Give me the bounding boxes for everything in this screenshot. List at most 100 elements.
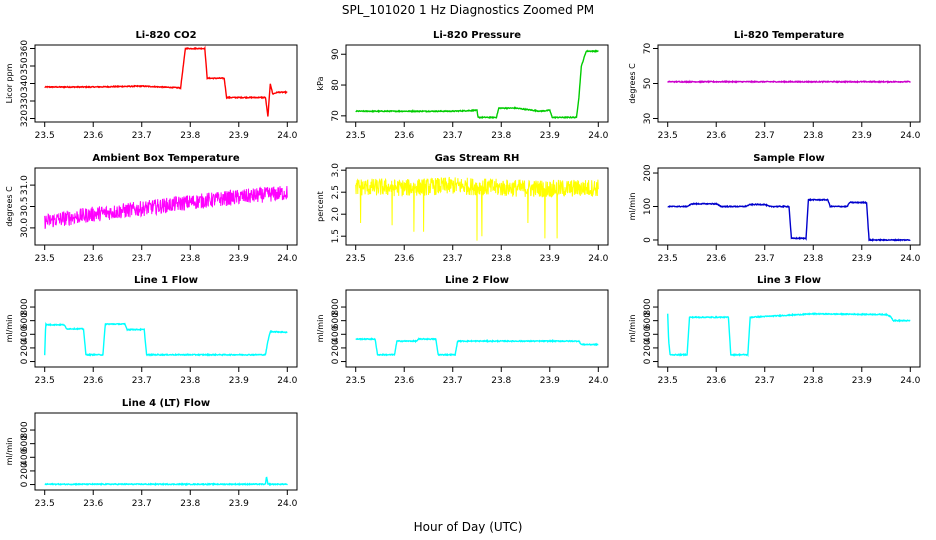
x-tick-label: 23.5 <box>658 131 678 141</box>
x-tick-label: 23.7 <box>755 376 775 386</box>
x-tick-label: 23.8 <box>180 254 200 264</box>
panel-title: Line 3 Flow <box>757 275 821 286</box>
plot-frame <box>34 289 298 368</box>
y-tick-label: 1.5 <box>331 229 341 243</box>
panel-line-3-flow: Line 3 Flow 23.5 23.6 23.7 23.8 23.9 24.0 0 2004… <box>628 275 921 386</box>
panel-li-820-co2: Li-820 CO2 23.5 23.6 23.7 23.8 23.9 24.0 320330… <box>5 30 298 141</box>
panel-line-4-lt-flow: Line 4 (LT) Flow 23.5 23.6 23.7 23.8 23.9 24.0… <box>5 398 298 509</box>
plot-frame <box>345 44 609 123</box>
panel-title: Sample Flow <box>753 153 825 164</box>
y-tick-label: 200 <box>20 339 30 356</box>
panel-grid: Li-820 CO2 23.5 23.6 23.7 23.8 23.9 24.0 320330… <box>5 30 921 509</box>
x-tick-label: 23.9 <box>229 254 249 264</box>
x-tick-label: 23.7 <box>132 376 152 386</box>
y-axis-label: degrees C <box>628 63 637 104</box>
y-tick-label: 90 <box>331 48 341 60</box>
panel-title: Li-820 Temperature <box>734 30 844 41</box>
plot-frame <box>34 44 298 123</box>
x-tick-label: 23.9 <box>229 131 249 141</box>
x-tick-label: 23.8 <box>180 499 200 509</box>
x-tick-label: 23.8 <box>803 376 823 386</box>
series-line-ambient-box-temperature <box>44 185 288 229</box>
x-tick-label: 23.5 <box>658 376 678 386</box>
x-tick-label: 23.6 <box>706 254 726 264</box>
panel-gas-stream-rh: Gas Stream RH 23.5 23.6 23.7 23.8 23.9 24.0 1.5… <box>316 153 609 264</box>
x-tick-label: 23.6 <box>394 254 414 264</box>
x-tick-label: 23.6 <box>394 376 414 386</box>
y-tick-label: 330 <box>20 92 30 109</box>
series-line-sample-flow <box>667 198 911 242</box>
y-tick-label: 600 <box>643 312 653 329</box>
x-tick-label: 23.8 <box>491 376 511 386</box>
panel-line-2-flow: Line 2 Flow 23.5 23.6 23.7 23.8 23.9 24.0 0 2004… <box>316 275 609 386</box>
x-tick-label: 23.9 <box>229 376 249 386</box>
y-tick-label: 2.5 <box>331 185 341 199</box>
panel-line-1-flow: Line 1 Flow 23.5 23.6 23.7 23.8 23.9 24.0 0 2004… <box>5 275 298 386</box>
x-tick-label: 24.0 <box>588 376 608 386</box>
x-tick-label: 23.8 <box>803 254 823 264</box>
x-tick-label: 23.6 <box>83 131 103 141</box>
x-tick-label: 23.5 <box>35 254 55 264</box>
panel-li-820-temperature: Li-820 Temperature 23.5 23.6 23.7 23.8 23.9 24… <box>628 30 921 141</box>
y-tick-label: 600 <box>20 312 30 329</box>
y-axis-label: degrees C <box>5 186 14 227</box>
y-tick-label: 320 <box>20 110 30 127</box>
series-line-li-820-co2 <box>44 45 288 117</box>
plot-frame <box>657 44 921 123</box>
x-tick-label: 24.0 <box>588 254 608 264</box>
y-tick-label: 400 <box>331 325 341 342</box>
x-tick-label: 23.8 <box>803 131 823 141</box>
figure-title: SPL_101020 1 Hz Diagnostics Zoomed PM <box>342 3 594 17</box>
y-tick-label: 31.0 <box>20 175 30 195</box>
y-axis-label: ml/min <box>316 315 325 343</box>
x-tick-label: 23.6 <box>706 376 726 386</box>
y-tick-label: 0 <box>20 481 30 487</box>
y-tick-label: 350 <box>20 57 30 74</box>
x-tick-label: 23.7 <box>443 376 463 386</box>
panel-sample-flow: Sample Flow 23.5 23.6 23.7 23.8 23.9 24.0 0 100 2… <box>628 153 921 264</box>
y-tick-label: 30.0 <box>20 218 30 238</box>
series-line-line-2-flow <box>355 337 599 357</box>
y-tick-label: 400 <box>20 325 30 342</box>
x-tick-label: 23.8 <box>491 131 511 141</box>
x-tick-label: 23.7 <box>755 254 775 264</box>
x-tick-label: 23.5 <box>658 254 678 264</box>
plot-frame <box>657 289 921 368</box>
x-tick-label: 23.5 <box>346 254 366 264</box>
x-tick-label: 24.0 <box>277 499 297 509</box>
x-tick-label: 23.9 <box>540 254 560 264</box>
y-tick-label: 360 <box>20 40 30 57</box>
y-tick-label: 200 <box>20 462 30 479</box>
x-tick-label: 23.8 <box>180 131 200 141</box>
x-tick-label: 23.6 <box>706 131 726 141</box>
x-tick-label: 23.8 <box>180 376 200 386</box>
x-tick-label: 23.9 <box>852 254 872 264</box>
x-tick-label: 24.0 <box>588 131 608 141</box>
x-tick-label: 23.6 <box>83 376 103 386</box>
y-tick-label: 800 <box>643 298 653 315</box>
panel-title: Line 1 Flow <box>134 275 198 286</box>
x-tick-label: 23.7 <box>132 131 152 141</box>
x-tick-label: 24.0 <box>900 131 920 141</box>
x-tick-label: 23.7 <box>443 254 463 264</box>
x-tick-label: 23.9 <box>852 376 872 386</box>
figure-x-axis-label: Hour of Day (UTC) <box>414 520 523 534</box>
panel-title: Line 4 (LT) Flow <box>122 398 210 409</box>
y-tick-label: 0 <box>20 358 30 364</box>
y-tick-label: 400 <box>643 325 653 342</box>
x-tick-label: 23.9 <box>852 131 872 141</box>
y-tick-label: 200 <box>643 164 653 181</box>
x-tick-label: 23.7 <box>132 254 152 264</box>
y-axis-label: ml/min <box>5 315 14 343</box>
x-tick-label: 23.6 <box>394 131 414 141</box>
x-tick-label: 23.5 <box>35 499 55 509</box>
x-tick-label: 24.0 <box>277 254 297 264</box>
x-tick-label: 23.9 <box>229 499 249 509</box>
plot-frame <box>345 289 609 368</box>
y-tick-label: 200 <box>331 339 341 356</box>
series-line-gas-stream-rh <box>355 176 599 241</box>
y-tick-label: 70 <box>331 110 341 122</box>
series-line-line-3-flow <box>667 312 911 358</box>
y-tick-label: 340 <box>20 75 30 92</box>
